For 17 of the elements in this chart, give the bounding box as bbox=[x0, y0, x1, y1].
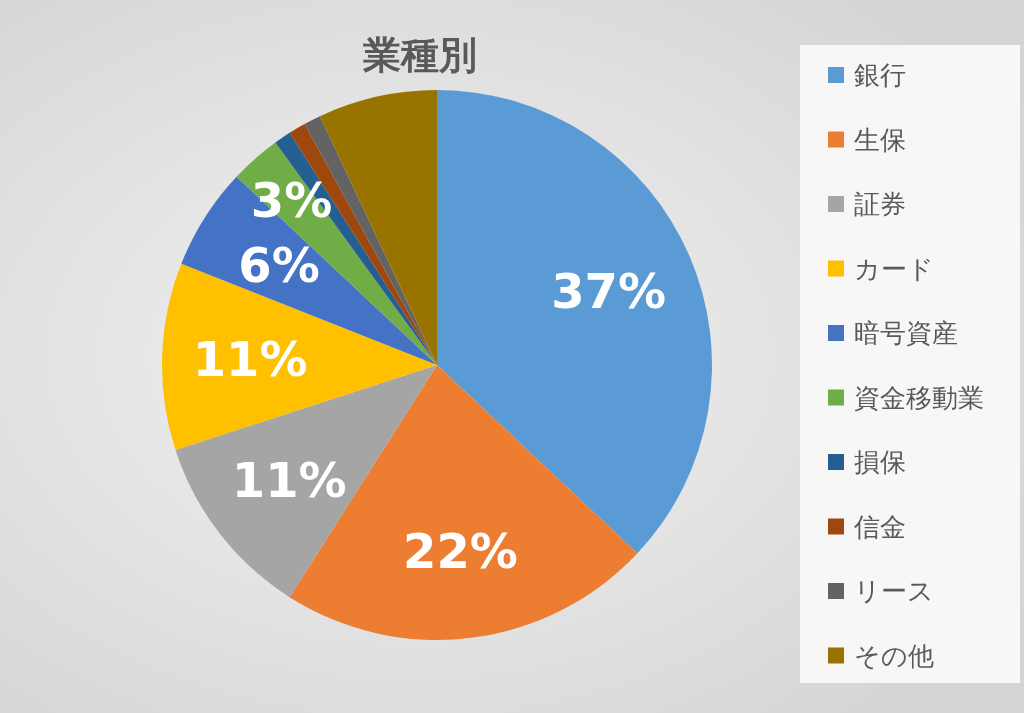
legend-label: 資金移動業 bbox=[854, 382, 984, 413]
data-label: 11% bbox=[192, 331, 308, 388]
legend-label: リース bbox=[854, 576, 934, 606]
data-label: 11% bbox=[231, 451, 347, 508]
data-label: 6% bbox=[238, 236, 320, 293]
legend-label: 生保 bbox=[854, 124, 906, 155]
data-label: 22% bbox=[402, 522, 518, 579]
legend-label: 信金 bbox=[854, 511, 906, 542]
legend-label: 損保 bbox=[854, 447, 906, 477]
legend-label: 証券 bbox=[854, 189, 906, 219]
legend-label: 銀行 bbox=[854, 60, 906, 90]
data-label: 37% bbox=[551, 262, 667, 319]
chart-title: 業種別 bbox=[362, 33, 477, 77]
legend-label: その他 bbox=[854, 640, 934, 671]
legend-label: カード bbox=[854, 253, 934, 284]
data-label: 3% bbox=[250, 171, 333, 228]
legend-label: 暗号資産 bbox=[854, 318, 958, 348]
